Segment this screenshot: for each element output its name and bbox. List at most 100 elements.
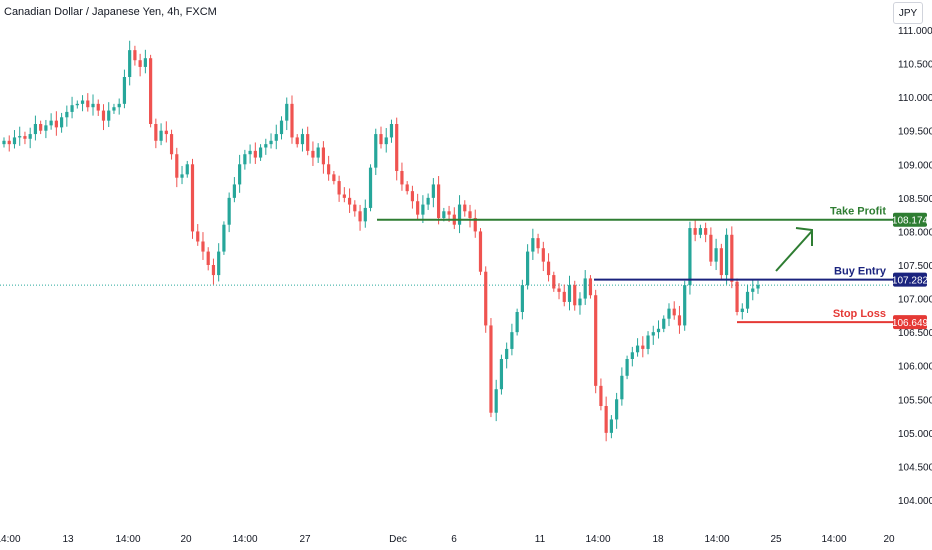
candle-body — [656, 328, 661, 333]
candle-body — [447, 211, 451, 215]
candle-body — [253, 150, 257, 158]
time-axis[interactable]: 14:00 13 14:00 20 14:00 27 Dec 6 11 14:00 18 14:00 2… — [0, 534, 895, 545]
candle-body — [520, 285, 524, 312]
candle-body — [347, 197, 352, 205]
candle-body — [232, 184, 236, 198]
time-tick-label: 14:00 — [585, 534, 610, 545]
price-tick-label: 104.000 — [898, 496, 932, 507]
chart-title: Canadian Dollar / Japanese Yen, 4h, FXCM — [4, 6, 217, 18]
candle-body — [751, 288, 755, 292]
candle-body — [468, 211, 472, 218]
candle-body — [442, 211, 446, 218]
candle-body — [620, 375, 624, 400]
candle-body — [316, 147, 320, 158]
candle-body — [295, 137, 299, 145]
candles-group — [2, 40, 760, 442]
candle-body — [96, 103, 100, 111]
price-axis[interactable]: 111.000 110.500 110.000 109.500 109.000 108.5… — [898, 26, 932, 507]
stop-loss-price-tag-text: 106.649 — [892, 318, 929, 329]
candle-body — [264, 144, 268, 148]
candle-body — [531, 238, 535, 252]
candle-body — [117, 103, 121, 108]
candle-body — [269, 140, 273, 145]
candle-body — [599, 385, 603, 406]
candle-body — [290, 103, 294, 138]
candle-body — [279, 120, 284, 135]
candle-body — [133, 50, 137, 61]
time-tick-label: 14:00 — [821, 534, 846, 545]
candle-body — [211, 265, 216, 276]
price-tick-label: 107.500 — [898, 261, 932, 272]
candle-body — [285, 103, 289, 121]
candle-body — [704, 228, 708, 235]
buy-entry-price-tag-text: 107.282 — [892, 276, 929, 287]
candle-body — [159, 130, 163, 141]
candle-body — [332, 174, 336, 182]
candle-body — [698, 228, 703, 235]
stop-loss-price-tag — [893, 315, 927, 330]
candle-body — [274, 134, 278, 141]
candle-body — [719, 248, 723, 276]
candle-body — [756, 285, 760, 289]
candle-body — [185, 164, 189, 175]
candle-body — [358, 211, 362, 222]
candle-body — [206, 251, 210, 265]
candle-body — [583, 278, 587, 299]
candle-body — [175, 154, 179, 178]
stop-loss-label: Stop Loss — [833, 308, 886, 320]
price-tick-label: 108.500 — [898, 194, 932, 205]
price-tick-label: 108.000 — [898, 227, 932, 238]
projection-arrow — [775, 227, 813, 272]
candle-body — [457, 204, 462, 225]
candle-body — [154, 124, 158, 141]
candle-body — [23, 136, 27, 139]
candle-body — [594, 295, 598, 386]
candle-body — [33, 124, 38, 135]
candle-body — [384, 137, 388, 145]
price-tick-label: 106.500 — [898, 328, 932, 339]
candle-body — [421, 204, 425, 215]
candle-body — [573, 285, 577, 306]
candle-body — [112, 107, 116, 111]
buy-entry-price-tag — [893, 272, 927, 287]
candle-body — [258, 147, 263, 158]
price-tick-label: 109.500 — [898, 127, 932, 138]
candle-body — [515, 312, 519, 333]
buy-entry-label: Buy Entry — [834, 266, 887, 278]
candle-body — [630, 352, 634, 359]
candle-body — [101, 110, 106, 121]
candle-body — [12, 137, 17, 145]
candle-body — [54, 120, 58, 128]
candle-body — [431, 184, 435, 198]
candle-body — [724, 234, 729, 276]
candle-body — [463, 204, 467, 212]
candle-body — [410, 191, 415, 202]
price-tick-label: 106.000 — [898, 362, 932, 373]
candle-body — [363, 207, 367, 222]
candle-body — [306, 134, 310, 151]
time-tick-label: 27 — [299, 534, 311, 545]
currency-button[interactable]: JPY — [893, 2, 923, 24]
candle-body — [379, 134, 383, 145]
price-tick-label: 105.500 — [898, 395, 932, 406]
price-tick-label: 105.000 — [898, 429, 932, 440]
candle-body — [494, 389, 498, 413]
arrow-shaft — [775, 230, 813, 272]
candle-body — [107, 110, 111, 121]
candle-body — [180, 174, 184, 178]
candle-body — [536, 238, 540, 249]
take-profit-price-tag — [893, 212, 927, 227]
candle-body — [735, 281, 739, 312]
candle-body — [149, 58, 153, 125]
candle-body — [217, 251, 221, 276]
candle-body — [426, 197, 430, 205]
price-tick-label: 110.500 — [898, 60, 932, 71]
candle-body — [86, 100, 90, 108]
candle-body — [75, 103, 79, 106]
candle-body — [526, 251, 530, 286]
candle-body — [473, 218, 477, 232]
price-tick-label: 111.000 — [898, 26, 932, 37]
candle-body — [567, 285, 572, 302]
candle-body — [651, 332, 655, 336]
